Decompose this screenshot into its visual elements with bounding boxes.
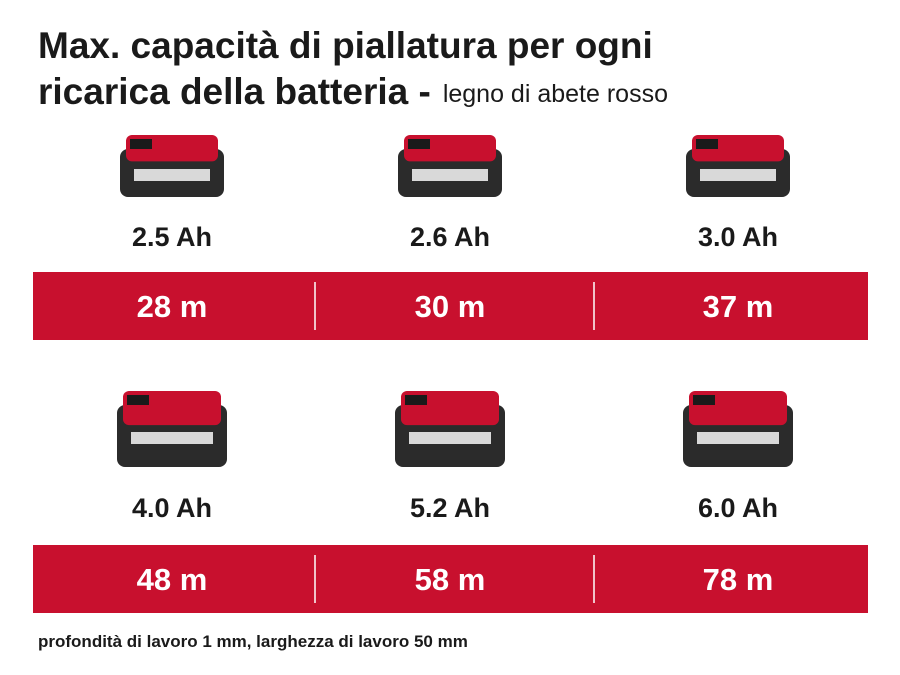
battery-image	[395, 391, 505, 467]
title-line: ricarica della batteria -	[38, 71, 431, 112]
result-band	[33, 272, 868, 340]
capacity-label: 2.6 Ah	[410, 222, 490, 252]
result-label: 48 m	[137, 562, 208, 597]
battery-label	[131, 432, 213, 444]
battery-label	[412, 169, 488, 181]
battery-clip	[408, 139, 430, 149]
battery-label	[700, 169, 776, 181]
battery-label	[409, 432, 491, 444]
battery-image	[398, 135, 502, 197]
footnote: profondità di lavoro 1 mm, larghezza di …	[38, 632, 468, 651]
battery-label	[134, 169, 210, 181]
battery-clip	[405, 395, 427, 405]
result-label: 58 m	[415, 562, 486, 597]
capacity-label: 4.0 Ah	[132, 493, 212, 523]
battery-clip	[130, 139, 152, 149]
battery-clip	[696, 139, 718, 149]
result-label: 28 m	[137, 289, 208, 324]
title-line: Max. capacità di piallatura per ogni	[38, 25, 653, 66]
subtitle: legno di abete rosso	[443, 80, 668, 108]
result-label: 30 m	[415, 289, 486, 324]
capacity-label: 3.0 Ah	[698, 222, 778, 252]
capacity-label: 6.0 Ah	[698, 493, 778, 523]
battery-label	[697, 432, 779, 444]
battery-image	[686, 135, 790, 197]
capacity-label: 2.5 Ah	[132, 222, 212, 252]
battery-clip	[693, 395, 715, 405]
result-band	[33, 545, 868, 613]
battery-image	[683, 391, 793, 467]
result-label: 78 m	[703, 562, 774, 597]
battery-image	[117, 391, 227, 467]
result-label: 37 m	[703, 289, 774, 324]
capacity-label: 5.2 Ah	[410, 493, 490, 523]
battery-clip	[127, 395, 149, 405]
battery-image	[120, 135, 224, 197]
